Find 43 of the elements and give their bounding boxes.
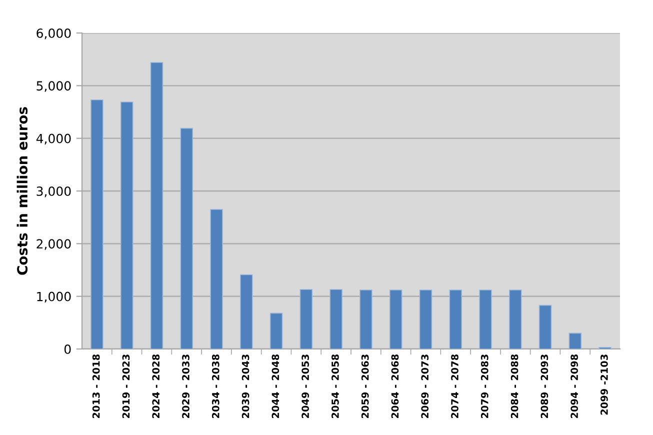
x-tick-label: 2049 - 2053 [302,354,309,418]
bar [120,102,134,349]
x-tick-label: 2084 - 2088 [510,354,518,418]
x-tick-label: 2064 - 2068 [391,354,399,418]
x-tick-label: 2074 - 2078 [451,354,458,418]
x-tick-label: 2034 - 2038 [212,354,220,418]
y-tick-label: 3,000 [36,186,71,198]
x-tick-label: 2059 - 2063 [361,354,369,418]
bar [449,290,462,349]
bar [330,289,342,349]
bar [538,304,552,349]
bar [270,312,283,349]
x-tick-label: 2013 - 2018 [92,354,100,418]
y-tick-label: 5,000 [36,81,71,92]
bar [210,209,223,349]
y-tick-label: 1,000 [37,292,71,303]
x-tick-label: 2029 - 2033 [182,354,190,418]
bar [479,290,492,349]
y-tick-label: 6,000 [36,28,71,40]
y-tick-label: 2,000 [36,239,71,250]
x-tick-label: 2069 - 2073 [421,354,429,418]
x-tick-label: 2044 - 2048 [272,354,280,418]
x-tick-label: 2039 - 2043 [242,354,250,418]
y-axis-title: Costs in million euros [16,107,28,275]
x-tick-label: 2089 - 2093 [540,354,548,418]
x-tick-label: 2024 - 2028 [152,354,160,418]
bar [419,290,432,349]
x-tick-label: 2094 - 2098 [570,354,578,418]
bar [150,62,164,349]
bar [389,290,402,349]
x-tick-label: 2054 - 2058 [332,354,339,418]
y-tick-label: 4,000 [36,134,71,145]
bar [180,128,194,349]
bar [360,290,372,349]
bar [300,289,313,349]
x-tick-label: 2019 - 2023 [122,354,130,418]
bar [240,274,253,349]
x-tick-label: 2079 - 2083 [480,354,488,418]
bar [568,332,582,349]
x-tick-label: 2099 -2103 [600,354,608,415]
y-tick-label: 0 [64,344,71,354]
bar [90,99,104,349]
bar [508,290,522,349]
